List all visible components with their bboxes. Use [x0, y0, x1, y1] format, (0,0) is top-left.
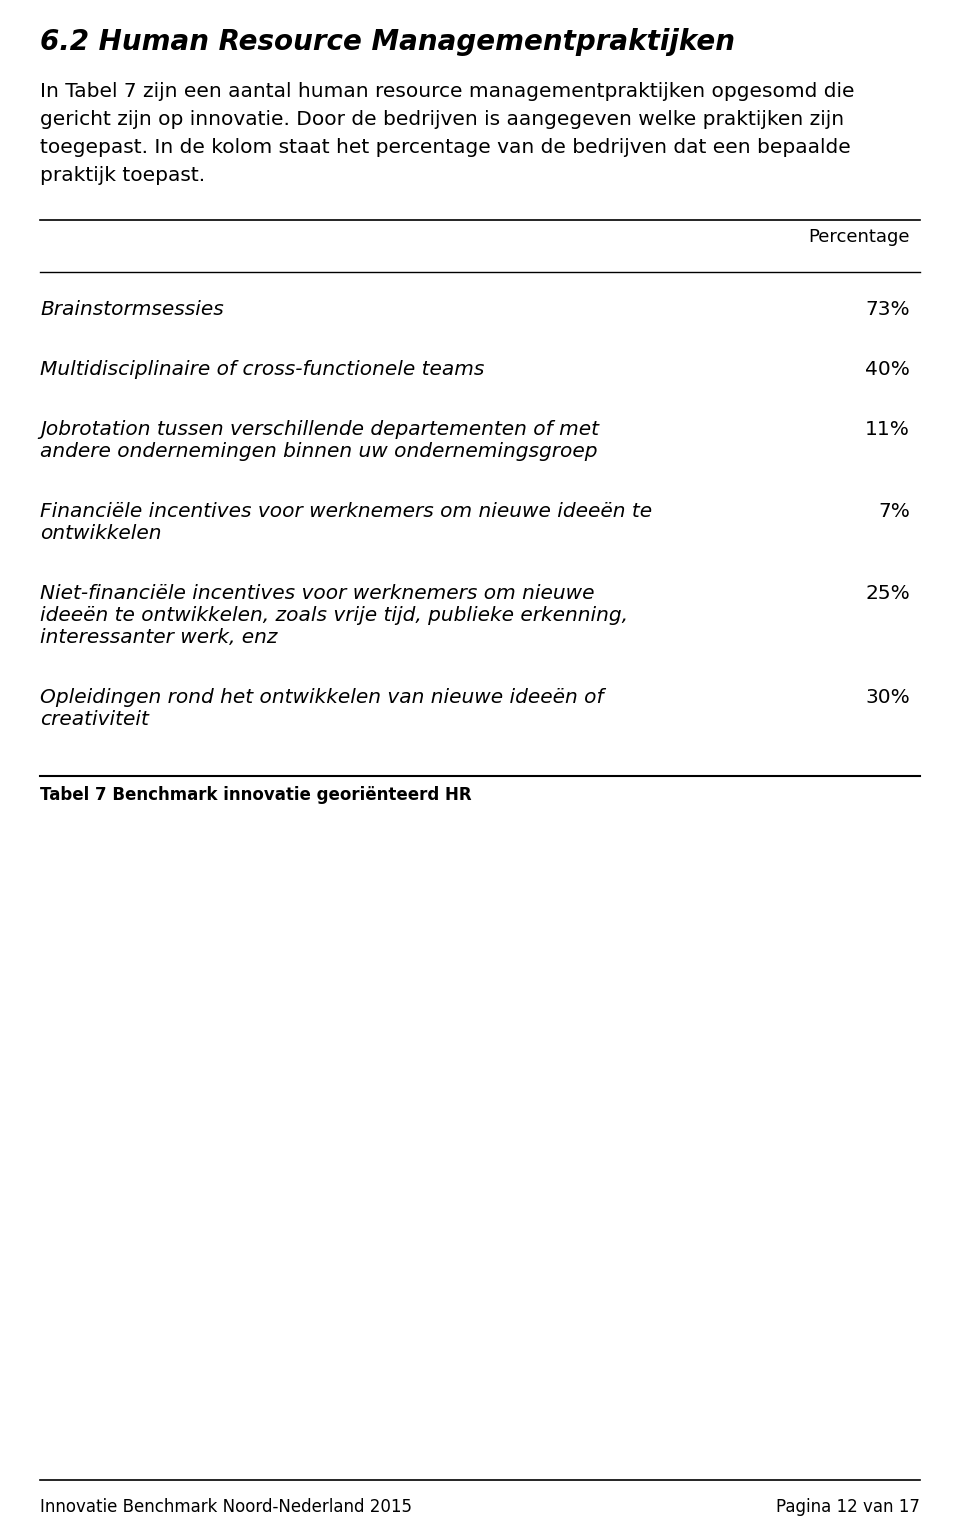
Text: praktijk toepast.: praktijk toepast. — [40, 165, 205, 185]
Text: 73%: 73% — [865, 300, 910, 319]
Text: Multidisciplinaire of cross-functionele teams: Multidisciplinaire of cross-functionele … — [40, 360, 485, 378]
Text: 11%: 11% — [865, 420, 910, 440]
Text: Innovatie Benchmark Noord-Nederland 2015: Innovatie Benchmark Noord-Nederland 2015 — [40, 1498, 412, 1517]
Text: Financiële incentives voor werknemers om nieuwe ideeën te: Financiële incentives voor werknemers om… — [40, 502, 652, 521]
Text: creativiteit: creativiteit — [40, 709, 149, 729]
Text: gericht zijn op innovatie. Door de bedrijven is aangegeven welke praktijken zijn: gericht zijn op innovatie. Door de bedri… — [40, 110, 844, 129]
Text: 40%: 40% — [865, 360, 910, 378]
Text: andere ondernemingen binnen uw ondernemingsgroep: andere ondernemingen binnen uw ondernemi… — [40, 443, 597, 461]
Text: interessanter werk, enz: interessanter werk, enz — [40, 628, 277, 647]
Text: 6.2 Human Resource Managementpraktijken: 6.2 Human Resource Managementpraktijken — [40, 28, 735, 57]
Text: Percentage: Percentage — [808, 228, 910, 247]
Text: Niet-financiële incentives voor werknemers om nieuwe: Niet-financiële incentives voor werkneme… — [40, 584, 594, 604]
Text: ontwikkelen: ontwikkelen — [40, 524, 161, 542]
Text: 30%: 30% — [865, 688, 910, 706]
Text: ideeën te ontwikkelen, zoals vrije tijd, publieke erkenning,: ideeën te ontwikkelen, zoals vrije tijd,… — [40, 607, 628, 625]
Text: Pagina 12 van 17: Pagina 12 van 17 — [776, 1498, 920, 1517]
Text: Jobrotation tussen verschillende departementen of met: Jobrotation tussen verschillende departe… — [40, 420, 599, 440]
Text: 25%: 25% — [865, 584, 910, 604]
Text: Brainstormsessies: Brainstormsessies — [40, 300, 224, 319]
Text: toegepast. In de kolom staat het percentage van de bedrijven dat een bepaalde: toegepast. In de kolom staat het percent… — [40, 138, 851, 156]
Text: Opleidingen rond het ontwikkelen van nieuwe ideeën of: Opleidingen rond het ontwikkelen van nie… — [40, 688, 604, 706]
Text: 7%: 7% — [878, 502, 910, 521]
Text: Tabel 7 Benchmark innovatie georiënteerd HR: Tabel 7 Benchmark innovatie georiënteerd… — [40, 786, 471, 804]
Text: In Tabel 7 zijn een aantal human resource managementpraktijken opgesomd die: In Tabel 7 zijn een aantal human resourc… — [40, 83, 854, 101]
